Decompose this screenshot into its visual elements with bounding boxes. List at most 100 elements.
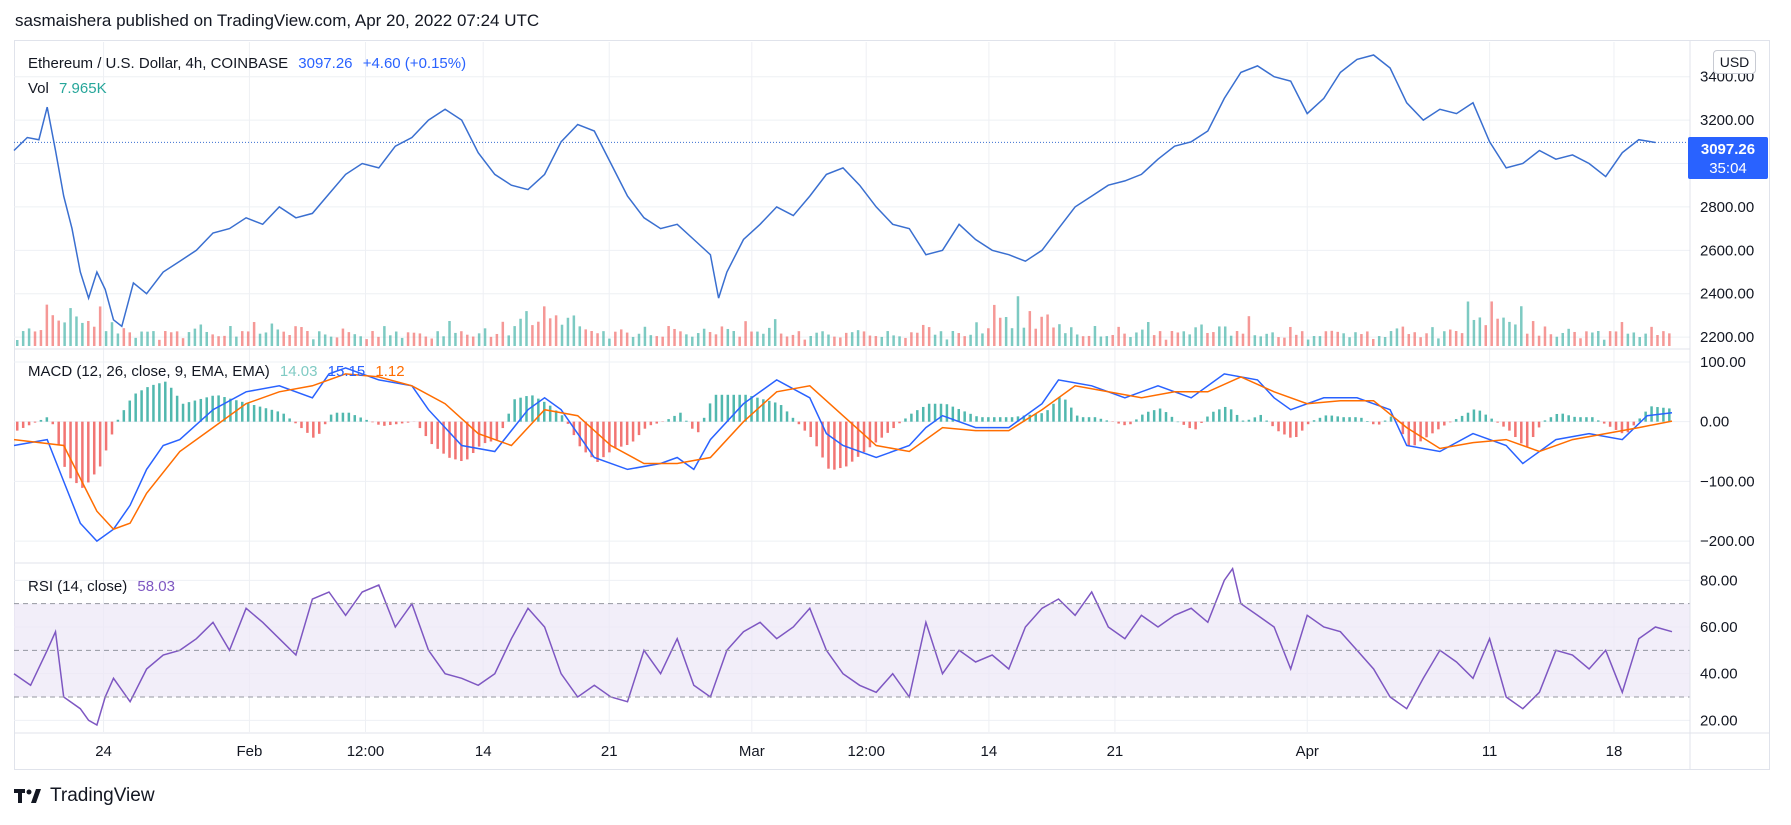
- volume-bar: [1188, 334, 1191, 346]
- volume-bar: [442, 336, 445, 346]
- volume-bar: [1070, 327, 1073, 346]
- macd-hist-bar: [685, 420, 688, 422]
- last-price-tag: 3097.26 35:04: [1688, 137, 1768, 179]
- volume-bar: [1235, 331, 1239, 346]
- macd-hist-bar: [945, 404, 949, 422]
- volume-bar: [1324, 331, 1328, 346]
- volume-bar: [341, 328, 345, 346]
- footer-brand[interactable]: TradingView: [14, 785, 155, 807]
- volume-bar: [797, 331, 801, 346]
- macd-hist-bar: [868, 421, 872, 448]
- macd-hist-bar: [1324, 415, 1328, 422]
- macd-hist-bar: [158, 383, 161, 422]
- volume-bar: [714, 334, 718, 346]
- macd-hist-bar: [1223, 406, 1227, 422]
- macd-hist-bar: [1401, 421, 1405, 435]
- macd-hist-bar: [1241, 420, 1245, 422]
- volume-bar: [1170, 331, 1174, 346]
- volume-bar: [258, 333, 262, 346]
- macd-hist-bar: [1567, 415, 1570, 422]
- volume-bar: [16, 340, 19, 346]
- volume-bar: [619, 329, 623, 346]
- volume-bar: [252, 322, 256, 346]
- macd-hist-bar: [294, 421, 297, 424]
- macd-hist-bar: [833, 421, 836, 470]
- macd-hist-bar: [850, 421, 854, 462]
- volume-bar: [1614, 331, 1618, 346]
- volume-bar: [1058, 324, 1061, 346]
- volume-bar: [969, 334, 972, 346]
- volume-bar: [839, 337, 842, 346]
- macd-hist-bar: [1247, 419, 1251, 422]
- price-tick-label: 3200.00: [1700, 112, 1754, 129]
- macd-hist-bar: [1336, 416, 1339, 422]
- currency-button[interactable]: USD: [1713, 50, 1756, 74]
- volume-bar: [732, 331, 735, 346]
- volume-bar: [98, 306, 102, 346]
- volume-bar: [483, 328, 487, 346]
- volume-bar: [785, 336, 789, 346]
- macd-hist-bar: [1638, 418, 1641, 422]
- volume-bar: [217, 336, 220, 346]
- macd-hist-bar: [75, 421, 78, 484]
- vol-label: Vol: [28, 80, 49, 97]
- volume-bar: [1099, 336, 1103, 346]
- macd-hist-bar: [1573, 416, 1576, 422]
- volume-bar: [353, 334, 357, 346]
- volume-bar: [1010, 328, 1014, 346]
- volume-bar: [708, 332, 712, 346]
- volume-bar: [223, 335, 226, 346]
- volume-bar: [45, 304, 49, 346]
- volume-bar: [1247, 316, 1251, 346]
- volume-bar: [1389, 331, 1393, 346]
- volume-bar: [187, 332, 191, 346]
- volume-bar: [904, 337, 907, 346]
- macd-hist-bar: [365, 419, 368, 422]
- rsi-label: RSI (14, close): [28, 578, 128, 595]
- volume-bar: [1289, 326, 1292, 346]
- volume-bar: [850, 332, 854, 346]
- volume-bar: [406, 332, 410, 346]
- macd-hist-bar: [1170, 416, 1174, 422]
- macd-hist-bar: [1537, 421, 1541, 428]
- macd-hist-bar: [252, 405, 256, 422]
- volume-bar: [1158, 331, 1162, 346]
- macd-hist-bar: [880, 421, 884, 438]
- macd-hist-bar: [1046, 410, 1049, 422]
- volume-bar: [1662, 331, 1665, 346]
- volume-bar: [1520, 306, 1523, 346]
- macd-hist-bar: [264, 408, 268, 422]
- volume-bar: [1466, 301, 1470, 346]
- macd-hist-bar: [383, 421, 386, 426]
- macd-hist-bar: [1342, 417, 1345, 422]
- macd-hist-bar: [803, 421, 807, 431]
- macd-hist-bar: [993, 417, 996, 422]
- macd-hist-bar: [691, 421, 694, 429]
- macd-hist-bar: [1437, 421, 1440, 430]
- macd-hist-bar: [489, 421, 493, 442]
- volume-bar: [768, 327, 771, 346]
- macd-hist-bar: [768, 400, 771, 422]
- macd-hist-bar: [596, 421, 599, 462]
- rsi-guides: [14, 603, 1690, 698]
- macd-hist-bar: [531, 395, 534, 422]
- volume-bar: [921, 324, 925, 346]
- volume-bar: [1425, 333, 1428, 346]
- volume-bar: [821, 331, 824, 346]
- volume-bar: [104, 331, 108, 346]
- volume-bar: [282, 331, 285, 346]
- macd-hist-bar: [460, 421, 463, 462]
- chart-frame[interactable]: [14, 40, 1770, 770]
- volume-bar: [702, 328, 706, 346]
- macd-hist-bar: [1662, 407, 1665, 422]
- volume-bar: [1490, 301, 1493, 346]
- volume-bar: [128, 332, 132, 346]
- volume-bar: [323, 334, 327, 346]
- macd-hist-bar: [63, 421, 66, 467]
- volume-bar: [1212, 332, 1215, 346]
- volume-bar: [880, 336, 884, 346]
- macd-hist-bar: [1058, 397, 1061, 422]
- volume-bar: [537, 321, 540, 346]
- volume-bar: [1543, 326, 1547, 346]
